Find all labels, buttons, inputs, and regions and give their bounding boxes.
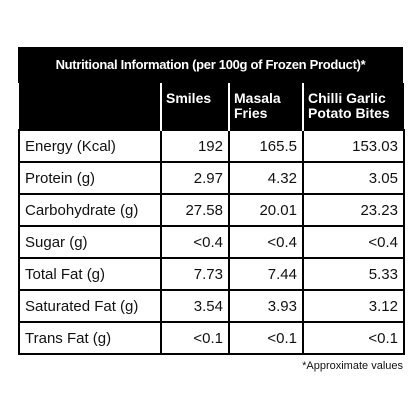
cell-value: 27.58	[160, 193, 230, 227]
nutrition-table: Smiles Masala Fries Chilli Garlic Potato B…	[18, 83, 405, 355]
table-body: Energy (Kcal) 192 165.5 153.03 Protein (g) 2.…	[18, 129, 405, 355]
table-row: Saturated Fat (g) 3.54 3.93 3.12	[18, 289, 405, 323]
table-row: Sugar (g) <0.4 <0.4 <0.4	[18, 225, 405, 259]
row-label: Trans Fat (g)	[18, 321, 162, 355]
cell-value: 7.73	[160, 257, 230, 291]
cell-value: 4.32	[228, 161, 304, 195]
row-label: Total Fat (g)	[18, 257, 162, 291]
cell-value: 165.5	[228, 129, 304, 163]
cell-value: 3.54	[160, 289, 230, 323]
header-blank	[19, 83, 161, 130]
row-label: Energy (Kcal)	[18, 129, 162, 163]
row-label: Protein (g)	[18, 161, 162, 195]
cell-value: <0.1	[302, 321, 405, 355]
cell-value: <0.1	[228, 321, 304, 355]
table-row: Trans Fat (g) <0.1 <0.1 <0.1	[18, 321, 405, 355]
cell-value: 3.12	[302, 289, 405, 323]
cell-value: <0.1	[160, 321, 230, 355]
table-row: Total Fat (g) 7.73 7.44 5.33	[18, 257, 405, 291]
cell-value: 5.33	[302, 257, 405, 291]
cell-value: 2.97	[160, 161, 230, 195]
table-row: Carbohydrate (g) 27.58 20.01 23.23	[18, 193, 405, 227]
column-header: Smiles	[160, 83, 229, 130]
title-bar: Nutritional Information (per 100g of Fro…	[18, 47, 403, 83]
row-label: Saturated Fat (g)	[18, 289, 162, 323]
column-header: Masala Fries	[228, 83, 303, 130]
table-row: Energy (Kcal) 192 165.5 153.03	[18, 129, 405, 163]
cell-value: 153.03	[302, 129, 405, 163]
cell-value: 20.01	[228, 193, 304, 227]
cell-value: 23.23	[302, 193, 405, 227]
cell-value: 192	[160, 129, 230, 163]
column-header: Chilli Garlic Potato Bites	[302, 83, 404, 130]
table-row: Protein (g) 2.97 4.32 3.05	[18, 161, 405, 195]
cell-value: <0.4	[228, 225, 304, 259]
header-row: Smiles Masala Fries Chilli Garlic Potato B…	[19, 83, 404, 130]
row-label: Sugar (g)	[18, 225, 162, 259]
cell-value: 3.05	[302, 161, 405, 195]
cell-value: 3.93	[228, 289, 304, 323]
cell-value: <0.4	[302, 225, 405, 259]
cell-value: <0.4	[160, 225, 230, 259]
row-label: Carbohydrate (g)	[18, 193, 162, 227]
cell-value: 7.44	[228, 257, 304, 291]
footnote: *Approximate values	[302, 360, 403, 372]
